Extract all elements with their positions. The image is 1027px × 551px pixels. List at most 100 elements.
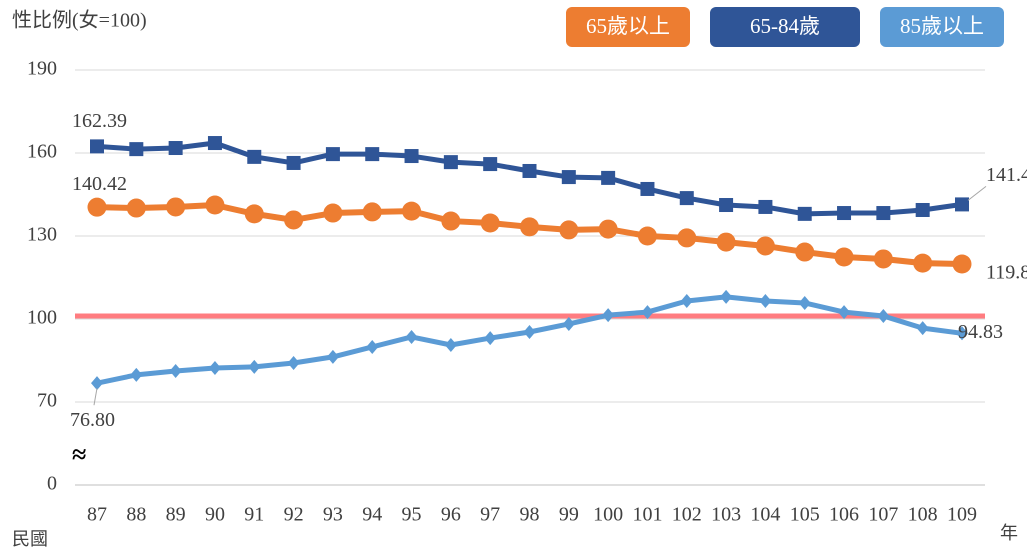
y-tick-label: 190 xyxy=(27,58,57,80)
point xyxy=(759,294,772,309)
point xyxy=(637,226,657,246)
point xyxy=(207,136,222,151)
data-label: 76.80 xyxy=(70,409,115,431)
point xyxy=(91,376,103,391)
x-tick-label: 104 xyxy=(750,504,780,526)
point xyxy=(480,213,500,233)
point xyxy=(755,236,775,256)
x-tick-label: 89 xyxy=(166,504,186,526)
point xyxy=(168,141,183,156)
series-line xyxy=(96,294,963,386)
point xyxy=(520,217,539,237)
point xyxy=(758,199,773,214)
x-tick-label: 101 xyxy=(632,504,662,526)
x-axis-label-right: 年 xyxy=(1000,523,1018,544)
point xyxy=(913,253,933,273)
x-tick-label: 108 xyxy=(908,504,938,526)
point xyxy=(484,331,497,346)
point xyxy=(362,202,382,222)
legend-swatch xyxy=(566,7,690,47)
point xyxy=(955,197,969,212)
x-tick-label: 95 xyxy=(402,504,422,526)
data-label: 140.42 xyxy=(72,173,127,195)
x-tick-label: 93 xyxy=(323,504,343,526)
legend-label: 85歲以上 xyxy=(900,14,984,38)
point xyxy=(795,242,815,262)
point xyxy=(720,289,733,304)
point xyxy=(287,355,300,370)
legend-swatch xyxy=(880,7,1004,47)
point xyxy=(244,204,264,224)
point xyxy=(286,155,301,170)
x-tick-label: 100 xyxy=(593,504,623,526)
point xyxy=(602,308,615,323)
point xyxy=(284,210,304,230)
x-tick-label: 87 xyxy=(87,504,107,526)
legend-label: 65歲以上 xyxy=(586,14,670,38)
point xyxy=(402,201,422,221)
x-tick-label: 102 xyxy=(672,504,702,526)
point xyxy=(248,359,261,374)
point xyxy=(522,163,537,178)
point xyxy=(640,181,655,196)
point xyxy=(956,326,968,341)
point xyxy=(130,367,143,382)
point xyxy=(443,155,458,170)
point xyxy=(404,149,419,164)
point xyxy=(523,325,536,340)
x-tick-label: 99 xyxy=(559,504,579,526)
x-tick-label: 109 xyxy=(947,504,977,526)
axis-break: ≈ xyxy=(72,440,86,469)
x-axis-label-left: 民國 xyxy=(12,529,48,550)
data-label: 141.42 xyxy=(986,164,1027,186)
point xyxy=(916,321,929,336)
leader-line xyxy=(967,186,987,201)
x-tick-label: 91 xyxy=(244,504,264,526)
point xyxy=(679,191,694,206)
x-tick-label: 98 xyxy=(520,504,540,526)
data-label: 94.83 xyxy=(958,321,1003,343)
y-tick-label: 160 xyxy=(27,141,57,163)
point xyxy=(598,219,618,239)
point xyxy=(405,329,418,344)
point xyxy=(952,254,972,274)
x-tick-label: 92 xyxy=(284,504,304,526)
point xyxy=(366,339,379,354)
point xyxy=(876,206,891,221)
y-tick-label: 0 xyxy=(47,473,57,495)
point xyxy=(798,295,811,310)
x-tick-label: 103 xyxy=(711,504,741,526)
point xyxy=(441,211,461,231)
y-tick-label: 70 xyxy=(37,390,57,412)
point xyxy=(680,294,693,309)
point xyxy=(561,170,576,185)
legend-swatch xyxy=(710,7,860,47)
point xyxy=(444,338,457,353)
point xyxy=(483,157,498,172)
point xyxy=(208,360,221,375)
x-tick-label: 96 xyxy=(441,504,461,526)
point xyxy=(166,197,186,217)
x-tick-label: 105 xyxy=(790,504,820,526)
point xyxy=(641,305,654,320)
x-tick-label: 106 xyxy=(829,504,859,526)
point xyxy=(719,198,734,213)
point xyxy=(323,203,343,223)
x-tick-label: 90 xyxy=(205,504,225,526)
series-line xyxy=(96,140,963,217)
point xyxy=(247,149,262,164)
point xyxy=(797,206,812,221)
x-tick-label: 88 xyxy=(126,504,146,526)
point xyxy=(365,147,380,162)
point xyxy=(716,232,736,252)
data-label: 162.39 xyxy=(72,110,127,132)
point xyxy=(126,198,146,218)
point xyxy=(87,197,107,217)
x-tick-label: 97 xyxy=(480,504,500,526)
point xyxy=(601,170,616,185)
legend-label: 65-84歲 xyxy=(750,14,820,38)
data-label: 119.88 xyxy=(986,262,1027,284)
point xyxy=(129,142,144,157)
point xyxy=(169,364,182,379)
